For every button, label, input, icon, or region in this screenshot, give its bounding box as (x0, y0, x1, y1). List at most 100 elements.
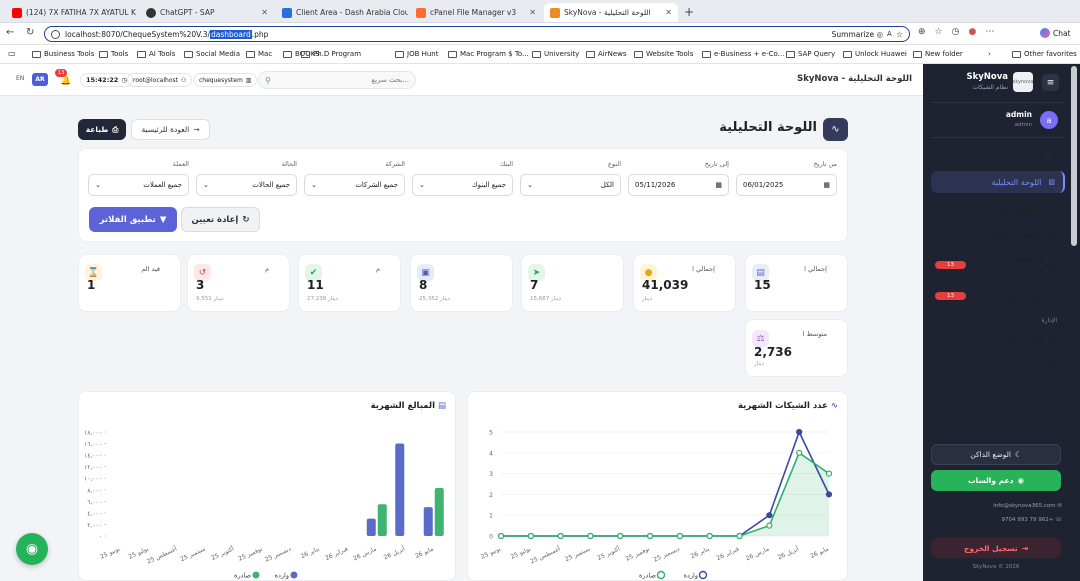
chevron-right-icon[interactable]: › (988, 50, 991, 58)
bookmark-folder[interactable]: New folder (913, 50, 963, 58)
x-tick-label: ديسمبر 25 (264, 545, 292, 563)
y-tick-label: ٠ (99, 534, 102, 541)
data-point (796, 428, 803, 436)
new-tab-button[interactable]: + (684, 5, 695, 19)
bookmark-folder[interactable]: Mac (246, 50, 272, 58)
bookmark-folder[interactable]: Ph.D Program (301, 50, 361, 58)
bookmark-folder[interactable]: Social Media (184, 50, 240, 58)
search-box[interactable]: ⚲ (258, 71, 416, 89)
data-point (587, 532, 594, 540)
logout-button[interactable]: تسجيل الخروج ⇥ (931, 538, 1061, 558)
search-input[interactable] (274, 76, 409, 84)
browser-tab-youtube[interactable]: (124) 7X FATIHA 7X AYATUL K✕ (6, 3, 138, 22)
lang-ar-button[interactable]: AR (32, 73, 48, 86)
folder-icon (532, 50, 541, 58)
y-tick-label: 0 (489, 534, 493, 541)
summarize-button[interactable]: Summarize ◎ (831, 29, 884, 39)
back-home-button[interactable]: العودة للرئيسية → (131, 119, 210, 140)
bookmark-folder[interactable]: JOB Hunt (395, 50, 438, 58)
apply-filters-button[interactable]: تطبيق الفلاتر ▼ (89, 207, 177, 232)
favorites-icon[interactable]: ☆ (934, 27, 943, 37)
scale-icon: ⚖ (1049, 361, 1057, 371)
stat-sub: دينار (642, 296, 652, 302)
page-scrollbar[interactable] (1071, 66, 1077, 246)
sidebar-item-home[interactable]: الرئيسية ⌂ (1017, 152, 1057, 162)
search-icon: ⚲ (265, 75, 271, 85)
folder-icon (913, 50, 922, 58)
sidebar-item-outgoing[interactable]: ⌄ الشيكات الصادرة ➤ (937, 203, 1057, 213)
bookmark-folder[interactable]: e-Business + e-Co... (702, 50, 784, 58)
copilot-chat-button[interactable]: Chat (1040, 28, 1071, 38)
bookmark-folder[interactable]: Tools (99, 50, 128, 58)
collections-icon[interactable]: ▭ (8, 49, 16, 58)
x-tick-label: سبتمبر 25 (179, 545, 206, 563)
clock-icon: ◷ (1050, 260, 1057, 270)
sidebar-item-tools[interactable]: ⌄ أدوات النظام ✖ (937, 336, 1057, 346)
close-icon[interactable]: ✕ (665, 8, 672, 17)
from-date-input[interactable]: 06/01/2025 ▦ (736, 174, 837, 196)
url-input[interactable]: localhost:8070/ChequeSystem%20V.3/dashbo… (44, 26, 910, 42)
bookmark-folder[interactable]: University (532, 50, 579, 58)
close-icon[interactable]: ✕ (529, 8, 536, 17)
data-point (736, 532, 743, 540)
sidebar-item-dashboard[interactable]: اللوحة التحليلية ▨ (931, 171, 1065, 193)
dark-mode-toggle[interactable]: الوضع الداكن ☾ (931, 444, 1061, 465)
x-tick-label: فبراير 26 (716, 545, 741, 562)
x-tick-label: يونيو 25 (480, 545, 502, 560)
stat-title: م (375, 265, 380, 273)
bookmark-folder[interactable]: Business Tools (32, 50, 94, 58)
bank-select[interactable]: ⌄ جميع البنوك (412, 174, 513, 196)
legend-label: واردة (275, 572, 289, 580)
bookmark-folder[interactable]: Unlock Huawei (843, 50, 907, 58)
stat-value: 1 (87, 278, 96, 292)
close-icon[interactable]: ✕ (261, 8, 268, 17)
print-button[interactable]: طباعة ⎙ (78, 119, 126, 140)
chart-bar-icon: ▤ (437, 401, 446, 411)
lang-en-button[interactable]: EN (16, 75, 25, 82)
notifications-bell-icon[interactable]: 🔔 (60, 76, 72, 86)
legend-label: واردة (684, 572, 698, 580)
status-select[interactable]: ⌄ جميع الحالات (196, 174, 297, 196)
send-icon: ➤ (1050, 203, 1057, 213)
bookmark-folder[interactable]: AI Tools (137, 50, 175, 58)
other-favorites[interactable]: Other favorites (1012, 50, 1077, 58)
folder-icon (395, 50, 404, 58)
back-icon[interactable]: ← (6, 27, 15, 38)
stat-card: ▣ 8 25,352 دينار (410, 254, 513, 312)
bookmark-folder[interactable]: AirNews (586, 50, 627, 58)
x-tick-label: فبراير 26 (324, 545, 349, 562)
menu-toggle-icon[interactable]: ≡ (1042, 74, 1059, 91)
favorite-star-icon[interactable]: ☆ (895, 29, 903, 39)
bookmark-folder[interactable]: Website Tools (634, 50, 693, 58)
to-date-input[interactable]: 05/11/2026 ▦ (628, 174, 729, 196)
sidebar-item-incoming[interactable]: ⌄ الشيكات الواردة ▣ (937, 228, 1057, 238)
history-icon[interactable]: ◷ (951, 27, 960, 37)
company-select[interactable]: ⌄ جميع الشركات (304, 174, 405, 196)
sidebar-item-alerts[interactable]: 13 مركز التنبيهات ▲ (931, 285, 1065, 307)
reload-icon[interactable]: ↻ (26, 27, 35, 38)
browser-tab-cpanel[interactable]: cPanel File Manager v3 ✕ (410, 3, 542, 22)
profile-icon[interactable]: ● (968, 27, 977, 37)
sidebar-item-due-soon[interactable]: 13 المستحقة قريبا ◷ (931, 252, 1065, 278)
whatsapp-support-button[interactable]: دعم والساب ◉ (931, 470, 1061, 491)
more-icon[interactable]: ⋯ (985, 27, 995, 37)
bookmark-folder[interactable]: BOOKS (283, 50, 320, 58)
x-tick-label: مايو 26 (809, 545, 830, 560)
type-select[interactable]: ⌄ الكل (520, 174, 621, 196)
read-aloud-icon[interactable]: A (887, 30, 892, 38)
bookmark-folder[interactable]: Mac Program $ To... (448, 50, 529, 58)
bookmark-folder[interactable]: SAP Query (786, 50, 835, 58)
stat-card: ↺ م 3 9,551 دينار (187, 254, 290, 312)
browser-tab-client-area[interactable]: Client Area - Dash Arabia Cloud S✕ (276, 3, 408, 22)
folder-icon (448, 50, 457, 58)
cloud-icon (282, 7, 292, 18)
whatsapp-float-button[interactable]: ◉ (16, 533, 48, 565)
reset-filters-button[interactable]: إعادة تعيين ↻ (181, 207, 260, 232)
x-tick-label: أغسطس 25 (145, 544, 178, 565)
sidebar-item-lawyers[interactable]: المحامون ⚖ (1011, 361, 1057, 371)
browser-tab-skynova[interactable]: SkyNova - اللوحة التحليلية ✕ (544, 3, 678, 22)
extension-icon[interactable]: ⊕ (918, 27, 926, 37)
currency-select[interactable]: ⌄ جميع العملات (88, 174, 189, 196)
data-point (766, 522, 773, 529)
browser-tab-chatgpt[interactable]: ChatGPT - SAP ✕ (140, 3, 274, 22)
